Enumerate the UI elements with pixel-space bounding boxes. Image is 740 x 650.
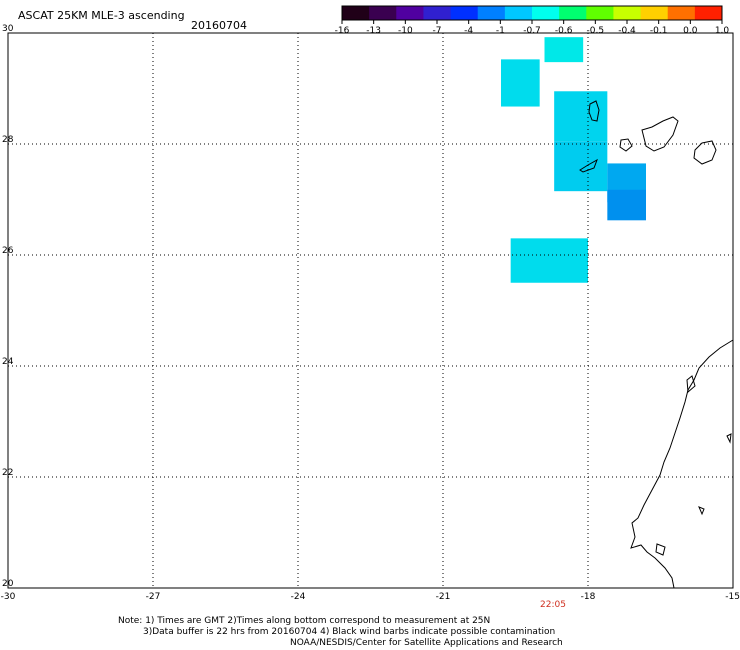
- wind-cell: [501, 59, 540, 107]
- colorbar-segment: [504, 6, 533, 20]
- y-tick-label: 20: [2, 579, 14, 589]
- colorbar-label: -4: [464, 26, 474, 36]
- x-tick-label: -15: [725, 592, 740, 602]
- island-hierro: [579, 158, 598, 173]
- colorbar-segment: [423, 6, 452, 20]
- colorbar-label: 1.0: [714, 26, 730, 36]
- colorbar-segment: [532, 6, 560, 20]
- coastlines: [579, 100, 734, 589]
- colorbar-segment: [694, 6, 723, 20]
- chart-title: ASCAT 25KM MLE-3 ascending: [18, 9, 185, 22]
- note-line-2: 3)Data buffer is 22 hrs from 20160704 4)…: [143, 627, 556, 637]
- note-line-3: NOAA/NESDIS/Center for Satellite Applica…: [290, 638, 563, 648]
- colorbar-label: -0.5: [586, 26, 605, 36]
- colorbar-segment: [559, 6, 587, 20]
- colorbar-label: -0.6: [554, 26, 573, 36]
- wind-data-cells: [501, 37, 646, 283]
- island-la-palma: [588, 100, 600, 122]
- colorbar-label: -0.4: [618, 26, 636, 36]
- wind-cell: [544, 37, 584, 63]
- colorbar-segment: [586, 6, 614, 20]
- colorbar-segment: [342, 6, 370, 20]
- colorbar-label: 0.0: [683, 26, 698, 36]
- island-tenerife: [641, 116, 679, 152]
- colorbar-label: -13: [366, 26, 382, 36]
- wind-cell: [607, 189, 646, 221]
- colorbar-segment: [396, 6, 424, 20]
- colorbar: [341, 5, 723, 24]
- coastal-island-1: [726, 433, 732, 444]
- island-gran-canaria: [693, 140, 717, 165]
- colorbar-label: -0.1: [649, 26, 668, 36]
- colorbar-label: -7: [432, 26, 442, 36]
- y-tick-label: 22: [2, 468, 14, 478]
- time-label: 22:05: [540, 600, 566, 610]
- colorbar-label: -10: [397, 26, 413, 36]
- wind-cell: [554, 141, 608, 192]
- colorbar-segment: [369, 6, 397, 20]
- colorbar-segment: [667, 6, 696, 20]
- coastal-island-2: [698, 506, 705, 516]
- colorbar-label: -0.7: [523, 26, 541, 36]
- chart-date: 20160704: [191, 19, 247, 32]
- colorbar-label: -1: [495, 26, 505, 36]
- y-tick-label: 30: [2, 24, 14, 34]
- x-tick-label: -21: [435, 592, 451, 602]
- y-tick-label: 28: [2, 135, 14, 145]
- colorbar-label: -16: [334, 26, 350, 36]
- x-tick-label: -18: [580, 592, 596, 602]
- x-tick-label: -30: [0, 592, 16, 602]
- wind-cell: [554, 91, 608, 142]
- island-gomera: [619, 138, 633, 152]
- colorbar-segment: [613, 6, 642, 20]
- x-tick-label: -27: [145, 592, 161, 602]
- map-frame: [7, 32, 734, 589]
- coast-inlet: [686, 375, 696, 394]
- lat-lon-grid: [8, 33, 733, 588]
- african-coastline: [630, 339, 734, 589]
- wind-cell: [510, 238, 588, 283]
- colorbar-segment: [450, 6, 479, 20]
- coastal-island-3: [655, 543, 666, 556]
- y-tick-label: 26: [2, 246, 14, 256]
- y-tick-label: 24: [2, 357, 14, 367]
- x-tick-label: -24: [290, 592, 306, 602]
- note-line-1: Note: 1) Times are GMT 2)Times along bot…: [118, 616, 491, 626]
- colorbar-segment: [477, 6, 506, 20]
- colorbar-segment: [640, 6, 669, 20]
